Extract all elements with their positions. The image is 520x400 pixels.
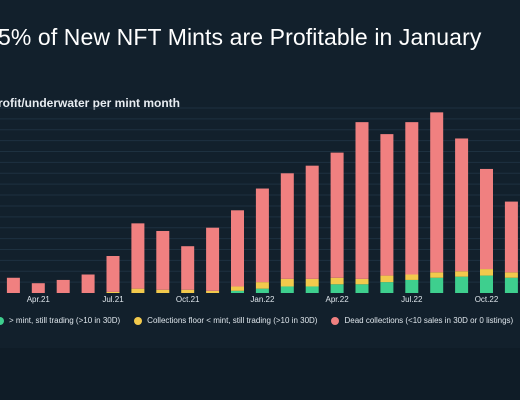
bar-segment-oct-22-s1 bbox=[480, 269, 493, 276]
bar-segment-apr-21-s2 bbox=[31, 283, 45, 293]
bar-segment-aug-22-s0 bbox=[430, 277, 444, 293]
bar-segment-nov-22-s2 bbox=[504, 201, 518, 273]
bar-segment-sep-21-s1 bbox=[156, 289, 170, 293]
bar-segment-feb-22-s1 bbox=[280, 278, 294, 287]
bottom-panel bbox=[0, 348, 520, 400]
legend-item-underwater: Collections floor < mint, still trading … bbox=[134, 316, 317, 325]
bar-segment-sep-22-s1 bbox=[455, 271, 469, 277]
x-tick-label: Jul.21 bbox=[102, 295, 124, 304]
bar-segment-jul-21-s2 bbox=[106, 256, 120, 292]
bar-segment-nov-21-s1 bbox=[206, 290, 220, 293]
legend-item-dead: Dead collections (<10 sales in 30D or 0 … bbox=[331, 316, 513, 325]
x-tick-label: Oct.21 bbox=[176, 295, 200, 304]
bar-segment-dec-21-s0 bbox=[231, 290, 244, 293]
x-tick-label: Apr.21 bbox=[27, 295, 51, 304]
x-tick-label: Jan.22 bbox=[250, 295, 275, 304]
bar-segment-jun-22-s0 bbox=[380, 282, 394, 293]
bar-segment-oct-21-s1 bbox=[181, 289, 195, 293]
legend-swatch-profitable bbox=[0, 316, 4, 325]
bar-segment-nov-22-s0 bbox=[504, 277, 518, 293]
bar-segment-dec-21-s2 bbox=[231, 210, 244, 287]
chart-subtitle: rofit/underwater per mint month bbox=[0, 96, 181, 110]
bar-segment-apr-22-s2 bbox=[330, 152, 344, 278]
bar-segment-aug-22-s1 bbox=[430, 272, 444, 278]
legend-swatch-underwater bbox=[134, 316, 143, 325]
bar-segment-jan-22-s0 bbox=[255, 288, 269, 293]
bar-segment-sep-21-s2 bbox=[156, 230, 170, 290]
bar-segment-aug-21-s1 bbox=[131, 288, 145, 293]
x-tick-label: Oct.22 bbox=[475, 295, 499, 304]
bar-segment-jan-22-s2 bbox=[255, 188, 269, 283]
bar-segment-jun-22-s1 bbox=[380, 275, 394, 283]
bar-segment-jul-22-s0 bbox=[405, 279, 419, 293]
bar-segment-jul-22-s1 bbox=[405, 274, 419, 280]
legend: > mint, still trading (>10 in 30D) Colle… bbox=[0, 316, 520, 325]
bar-segment-oct-22-s2 bbox=[480, 168, 493, 270]
bar-segment-may-22-s1 bbox=[355, 278, 369, 285]
bar-segment-mar-22-s2 bbox=[305, 165, 319, 279]
legend-swatch-dead bbox=[331, 316, 340, 325]
bar-segment-aug-21-s2 bbox=[131, 223, 145, 289]
bar-segment-jul-21-s1 bbox=[106, 291, 120, 293]
bar-segment-dec-21-s1 bbox=[231, 286, 244, 291]
bar-segment-apr-22-s1 bbox=[330, 277, 344, 285]
bar-segment-apr-22-s0 bbox=[330, 284, 344, 293]
legend-label-profitable: > mint, still trading (>10 in 30D) bbox=[9, 316, 121, 325]
bar-segment-jul-22-s2 bbox=[405, 122, 419, 275]
bar-segment-feb-22-s0 bbox=[280, 286, 294, 293]
legend-item-profitable: > mint, still trading (>10 in 30D) bbox=[0, 316, 120, 325]
chart-title: 5% of New NFT Mints are Profitable in Ja… bbox=[0, 24, 482, 50]
legend-label-underwater: Collections floor < mint, still trading … bbox=[147, 316, 318, 325]
bar-segment-aug-22-s2 bbox=[430, 112, 444, 273]
bar-segment-mar-21-s2 bbox=[6, 277, 20, 293]
bar-segment-sep-22-s0 bbox=[455, 276, 469, 293]
bar-segment-mar-22-s0 bbox=[305, 286, 319, 293]
bar-segment-may-22-s2 bbox=[355, 122, 369, 279]
bar-segment-sep-22-s2 bbox=[455, 138, 469, 272]
bar-segment-jan-22-s1 bbox=[255, 282, 269, 289]
bar-segment-oct-22-s0 bbox=[480, 275, 493, 293]
bar-segment-nov-22-s1 bbox=[504, 272, 518, 278]
bar-segment-jun-22-s2 bbox=[380, 134, 394, 276]
bar-segment-oct-21-s2 bbox=[181, 246, 195, 290]
bar-segment-mar-22-s1 bbox=[305, 278, 319, 287]
bar-segment-jun-21-s2 bbox=[81, 274, 95, 293]
bar-segment-may-21-s2 bbox=[56, 279, 70, 293]
bar-segment-feb-22-s2 bbox=[280, 173, 294, 279]
x-tick-label: Jul.22 bbox=[401, 295, 423, 304]
bar-segment-nov-21-s2 bbox=[206, 227, 220, 291]
bar-segment-may-22-s0 bbox=[355, 284, 369, 293]
x-tick-label: Apr.22 bbox=[326, 295, 350, 304]
legend-label-dead: Dead collections (<10 sales in 30D or 0 … bbox=[344, 316, 514, 325]
